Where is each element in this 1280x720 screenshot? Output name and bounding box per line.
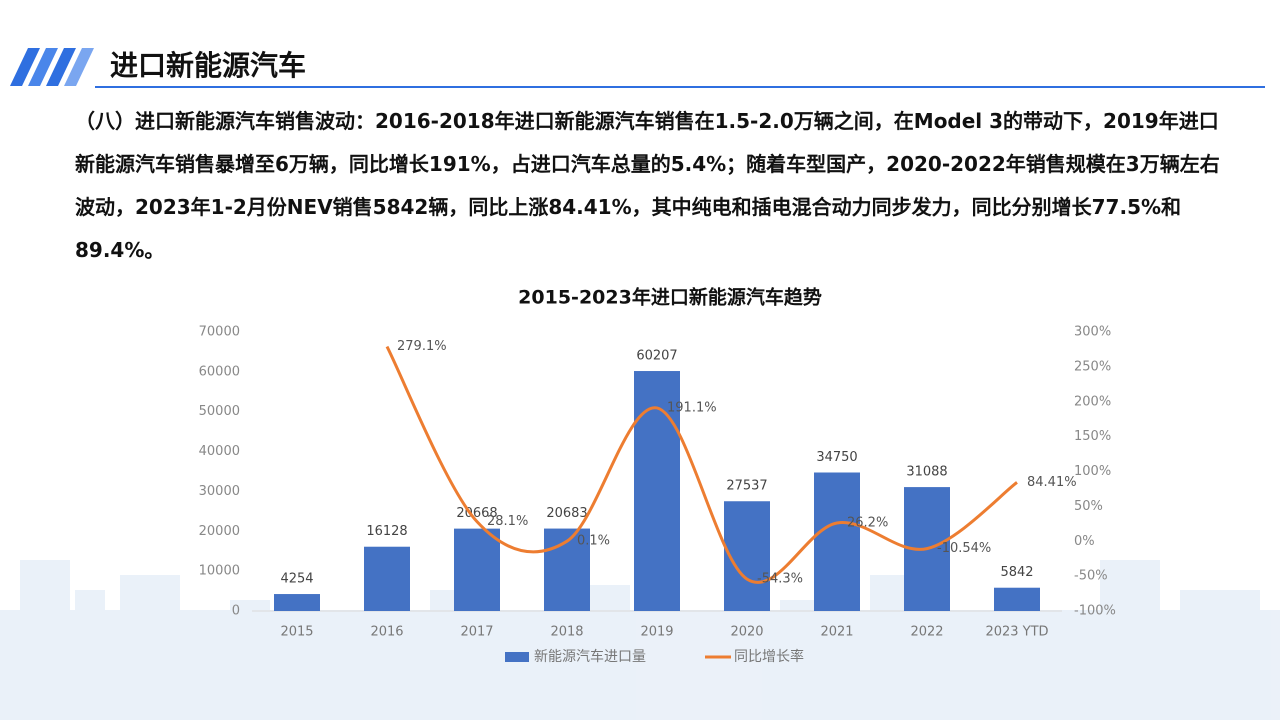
y2-tick-label: 200% [1074,394,1111,409]
y-tick-label: 0 [232,604,240,619]
paragraph: （八）进口新能源汽车销售波动：2016-2018年进口新能源汽车销售在1.5-2… [75,109,1220,262]
line [385,345,1018,584]
y2-tick-label: 100% [1074,464,1111,479]
x-tick-label: 2019 [640,625,673,640]
bar-label: 20683 [546,506,587,521]
y-tick-label: 10000 [199,564,240,579]
bar [634,371,680,611]
bar [274,594,320,611]
bar [364,546,410,611]
line-label: 279.1% [397,339,447,354]
bar-label: 34750 [816,450,857,465]
line-label: 0.1% [577,534,610,549]
y-tick-label: 30000 [199,484,240,499]
legend-label: 新能源汽车进口量 [534,648,646,665]
bar [724,501,770,611]
bar-label: 5842 [1000,565,1033,580]
x-tick-label: 2018 [550,625,583,640]
y2-tick-label: 250% [1074,359,1111,374]
bar [994,587,1040,611]
bar-label: 27537 [726,479,767,494]
skyline [0,560,1280,720]
x-tick-label: 2021 [820,625,853,640]
bar [814,472,860,611]
legend-label: 同比增长率 [734,648,804,665]
bar [454,528,500,611]
line-label: -10.54% [937,541,991,556]
header-stripes [10,48,94,86]
bar-label: 4254 [280,572,313,587]
legend-swatch [505,652,529,662]
bar-label: 60207 [636,349,677,364]
y-tick-label: 70000 [199,325,240,340]
line-label: 84.41% [1027,475,1077,490]
y-tick-label: 60000 [199,364,240,379]
line-label: -54.3% [757,572,803,587]
x-tick-label: 2023 YTD [985,625,1048,640]
y-tick-label: 50000 [199,404,240,419]
header-title: 进口新能源汽车 [110,49,306,82]
y2-tick-label: 0% [1074,534,1095,549]
y-tick-label: 40000 [199,444,240,459]
chart-title: 2015-2023年进口新能源汽车趋势 [518,286,822,309]
x-tick-label: 2017 [460,625,493,640]
x-tick-label: 2016 [370,625,403,640]
line-label: 191.1% [667,400,717,415]
y2-tick-label: 300% [1074,325,1111,340]
x-tick-label: 2015 [280,625,313,640]
x-tick-label: 2022 [910,625,943,640]
x-tick-label: 2020 [730,625,763,640]
line-label: 26.2% [847,515,888,530]
y2-tick-label: 150% [1074,429,1111,444]
y2-tick-label: 50% [1074,499,1103,514]
y-tick-label: 20000 [199,524,240,539]
bar-label: 31088 [906,465,947,480]
y2-tick-label: -100% [1074,604,1116,619]
line-label: 28.1% [487,514,528,529]
y2-tick-label: -50% [1074,569,1108,584]
bar-label: 16128 [366,524,407,539]
